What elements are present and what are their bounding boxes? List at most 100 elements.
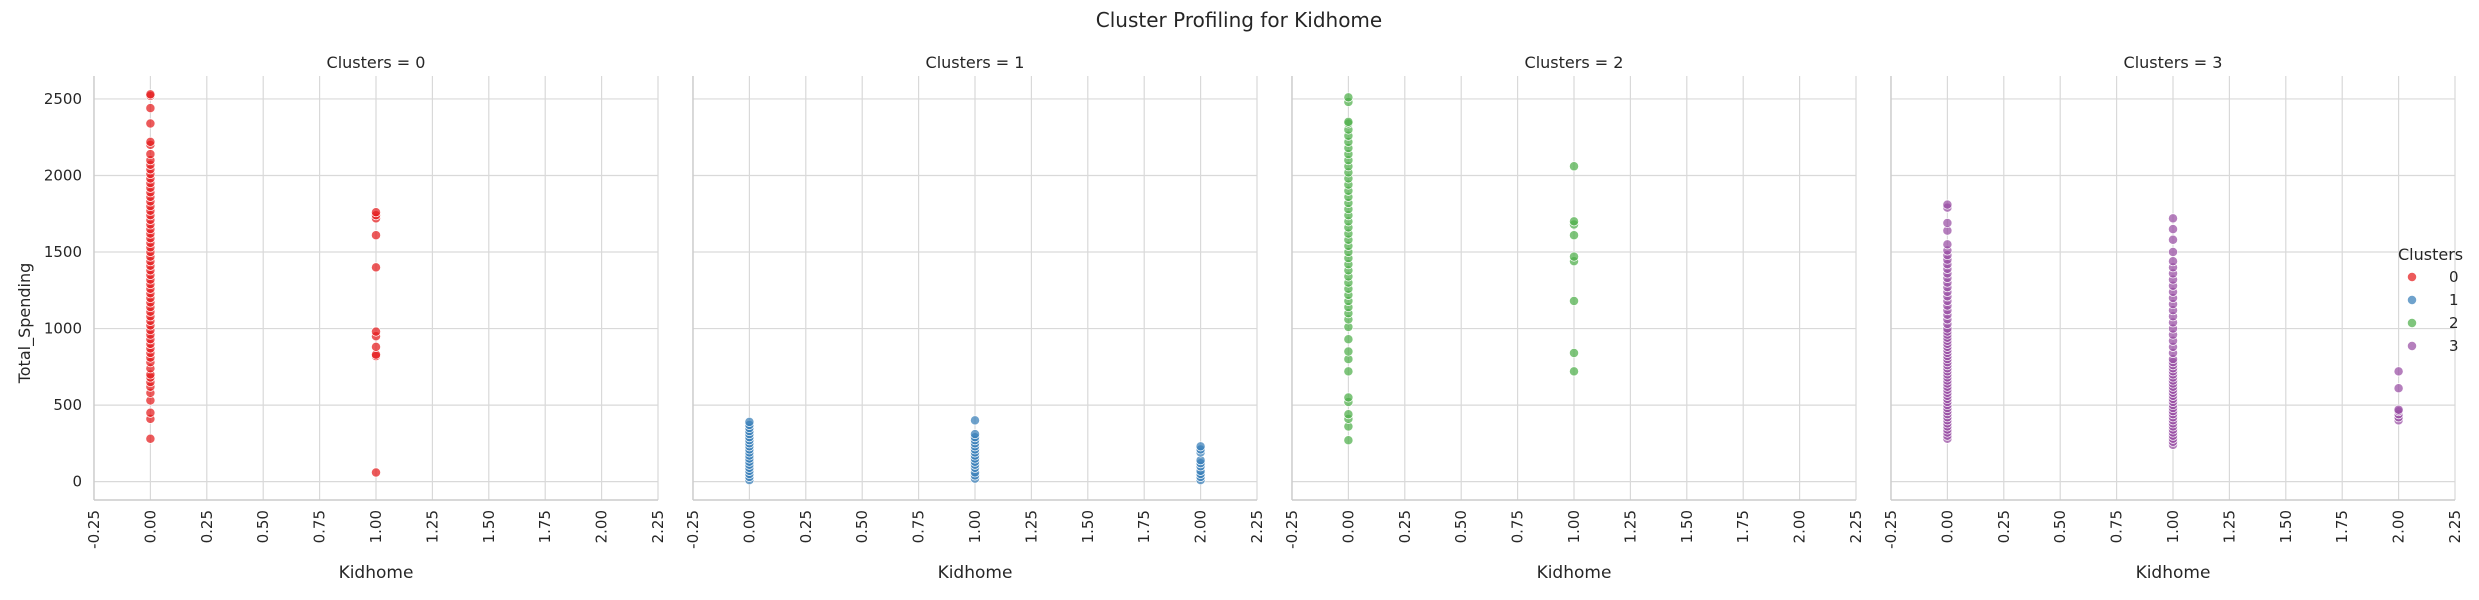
legend-marker	[2407, 272, 2417, 282]
data-point	[371, 341, 381, 352]
data-point	[1569, 366, 1579, 377]
legend-label: 3	[2449, 337, 2459, 355]
x-tick-label: 1.75	[1734, 510, 1752, 543]
y-tick-label: 2000	[44, 166, 82, 184]
data-point	[744, 416, 755, 427]
x-tick-label: -0.25	[1283, 510, 1301, 549]
data-point	[2393, 404, 2404, 415]
data-point	[2168, 247, 2178, 257]
x-tick-label: 1.00	[966, 510, 984, 543]
data-point	[1195, 441, 1206, 452]
data-point	[1569, 348, 1579, 359]
data-point	[1942, 239, 1953, 250]
x-axis-label: Kidhome	[938, 563, 1013, 583]
legend-marker	[2407, 341, 2417, 351]
data-point	[1569, 216, 1579, 227]
x-tick-label: 1.00	[2164, 510, 2182, 543]
y-tick-label: 2500	[44, 90, 82, 108]
data-point	[145, 136, 156, 147]
x-tick-label: 0.50	[254, 510, 272, 543]
data-point	[2168, 224, 2178, 235]
data-point	[145, 118, 156, 129]
legend-label: 1	[2449, 291, 2459, 309]
panel-0: Clusters = 0 -0.25 0.00 0.25 0.50 0.75 1.00 1.2…	[44, 53, 667, 583]
data-point	[371, 467, 381, 478]
legend-marker	[2407, 318, 2417, 328]
data-point	[2168, 256, 2178, 267]
x-tick-label: 2.00	[1192, 510, 1210, 543]
legend: Clusters 0 1 2 3	[2398, 245, 2463, 355]
data-point	[1343, 346, 1354, 357]
y-tick-label: 500	[53, 396, 82, 414]
x-tick-label: 1.25	[423, 510, 441, 543]
y-tick-label: 0	[72, 473, 82, 491]
x-tick-label: -0.25	[85, 510, 103, 549]
data-point	[1343, 92, 1354, 103]
x-tick-label: 1.25	[2220, 510, 2238, 543]
data-point	[1569, 296, 1579, 306]
data-point	[1942, 217, 1953, 228]
chart-suptitle: Cluster Profiling for Kidhome	[1096, 8, 1382, 32]
data-point	[1569, 230, 1579, 241]
data-point	[2168, 213, 2178, 224]
x-tick-label: 0.00	[141, 510, 159, 543]
x-tick-label: 2.00	[2390, 510, 2408, 543]
data-point	[145, 149, 156, 160]
x-tick-label: 2.25	[2446, 510, 2464, 543]
x-tick-label: 0.50	[2051, 510, 2069, 543]
x-tick-label: 1.50	[2277, 510, 2295, 543]
panel-title: Clusters = 0	[327, 53, 426, 72]
data-point	[1569, 161, 1579, 172]
data-point	[371, 326, 381, 337]
x-axis-label: Kidhome	[2136, 563, 2211, 583]
x-tick-label: 0.00	[740, 510, 758, 543]
panel-title: Clusters = 2	[1525, 53, 1624, 72]
x-tick-label: 0.50	[853, 510, 871, 543]
x-tick-label: 1.00	[367, 510, 385, 543]
x-tick-label: 0.75	[2108, 510, 2126, 543]
data-point	[145, 89, 156, 100]
legend-title: Clusters	[2398, 245, 2463, 264]
x-tick-label: 0.00	[1938, 510, 1956, 543]
data-point	[371, 230, 381, 241]
x-tick-label: -0.25	[684, 510, 702, 549]
x-tick-label: 1.25	[1022, 510, 1040, 543]
x-tick-label: 0.75	[1509, 510, 1527, 543]
data-point	[1343, 392, 1354, 403]
panel-3: Clusters = 3 -0.25 0.00 0.25 0.50 0.75 1.00 1.2…	[1882, 53, 2464, 583]
panel-1: Clusters = 1 -0.25 0.00 0.25 0.50 0.75 1.00 1.2…	[684, 53, 1266, 583]
data-point	[2168, 234, 2178, 245]
legend-label: 0	[2449, 268, 2459, 286]
data-point	[145, 433, 156, 444]
x-axis-label: Kidhome	[339, 563, 414, 583]
legend-marker	[2407, 295, 2417, 305]
x-tick-label: 1.50	[480, 510, 498, 543]
data-point	[1942, 199, 1953, 210]
x-tick-label: 1.75	[1135, 510, 1153, 543]
x-tick-label: 2.25	[1847, 510, 1865, 543]
x-tick-label: 2.25	[1248, 510, 1266, 543]
data-point	[1569, 251, 1579, 262]
panel-title: Clusters = 3	[2124, 53, 2223, 72]
x-tick-label: 1.00	[1565, 510, 1583, 543]
data-point	[145, 407, 156, 418]
y-axis-label: Total_Spending	[15, 263, 35, 385]
x-tick-label: 1.75	[2333, 510, 2351, 543]
x-tick-label: 2.00	[1791, 510, 1809, 543]
data-point	[1343, 116, 1354, 127]
x-tick-label: -0.25	[1882, 510, 1900, 549]
x-tick-label: 1.50	[1079, 510, 1097, 543]
y-tick-label: 1000	[44, 320, 82, 338]
y-tick-label: 1500	[44, 243, 82, 261]
x-tick-label: 0.50	[1452, 510, 1470, 543]
data-point	[1343, 435, 1354, 446]
data-point	[1343, 409, 1354, 420]
x-tick-label: 1.25	[1621, 510, 1639, 543]
x-tick-label: 2.25	[649, 510, 667, 543]
data-point	[2393, 366, 2404, 377]
x-tick-label: 0.00	[1339, 510, 1357, 543]
data-point	[1343, 334, 1354, 345]
x-tick-label: 1.75	[536, 510, 554, 543]
panels: Clusters = 0 -0.25 0.00 0.25 0.50 0.75 1.00 1.2…	[44, 53, 2464, 583]
